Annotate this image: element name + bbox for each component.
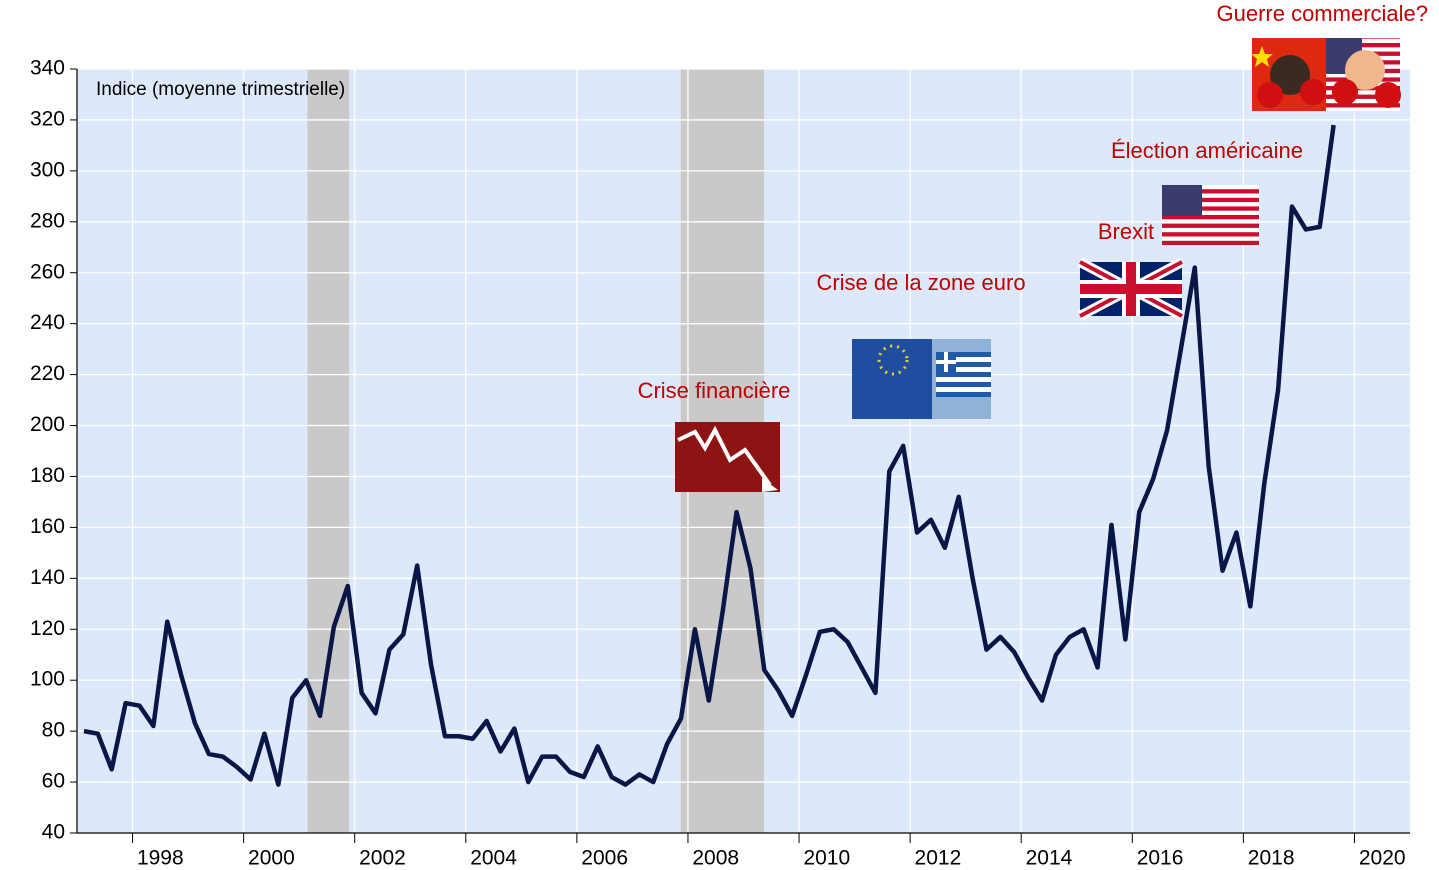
y-tick-label: 280 [30, 209, 65, 232]
y-tick-label: 80 [42, 719, 65, 742]
y-tick-label: 140 [30, 566, 65, 589]
annotation: Crise financière [638, 378, 791, 403]
euro-greece-image [852, 339, 991, 419]
y-tick-label: 100 [30, 668, 65, 691]
subtitle: Indice (moyenne trimestrielle) [96, 79, 345, 100]
x-tick-label: 2010 [803, 847, 850, 870]
y-tick-label: 260 [30, 260, 65, 283]
x-tick-label: 2006 [581, 847, 628, 870]
annotation: Élection américaine [1111, 138, 1303, 163]
annotation: Guerre commerciale? [1216, 1, 1428, 26]
uk-flag [1077, 257, 1185, 321]
y-tick-label: 300 [30, 158, 65, 181]
x-tick-label: 2012 [915, 847, 962, 870]
x-tick-label: 2004 [470, 847, 517, 870]
y-tick-label: 320 [30, 107, 65, 130]
x-tick-label: 2000 [248, 847, 295, 870]
recession-band [307, 69, 350, 833]
x-tick-label: 2008 [692, 847, 739, 870]
x-tick-label: 2020 [1359, 847, 1406, 870]
x-tick-label: 1998 [137, 847, 184, 870]
annotation: Crise de la zone euro [816, 270, 1025, 295]
data-line [83, 124, 1336, 787]
financial-crisis-image [675, 422, 780, 492]
x-tick-label: 2002 [359, 847, 406, 870]
y-tick-label: 240 [30, 311, 65, 334]
trade-war-image [1251, 38, 1401, 111]
y-tick-label: 120 [30, 617, 65, 640]
us-flag [1162, 185, 1259, 245]
y-tick-label: 340 [30, 57, 65, 80]
y-tick-label: 180 [30, 464, 65, 487]
y-tick-label: 200 [30, 413, 65, 436]
y-tick-label: 220 [30, 362, 65, 385]
y-tick-label: 160 [30, 515, 65, 538]
x-tick-label: 2016 [1137, 847, 1184, 870]
y-tick-label: 40 [42, 821, 65, 844]
x-tick-label: 2014 [1026, 847, 1073, 870]
x-tick-label: 2018 [1248, 847, 1295, 870]
annotation: Brexit [1098, 219, 1154, 244]
y-tick-label: 60 [42, 770, 65, 793]
